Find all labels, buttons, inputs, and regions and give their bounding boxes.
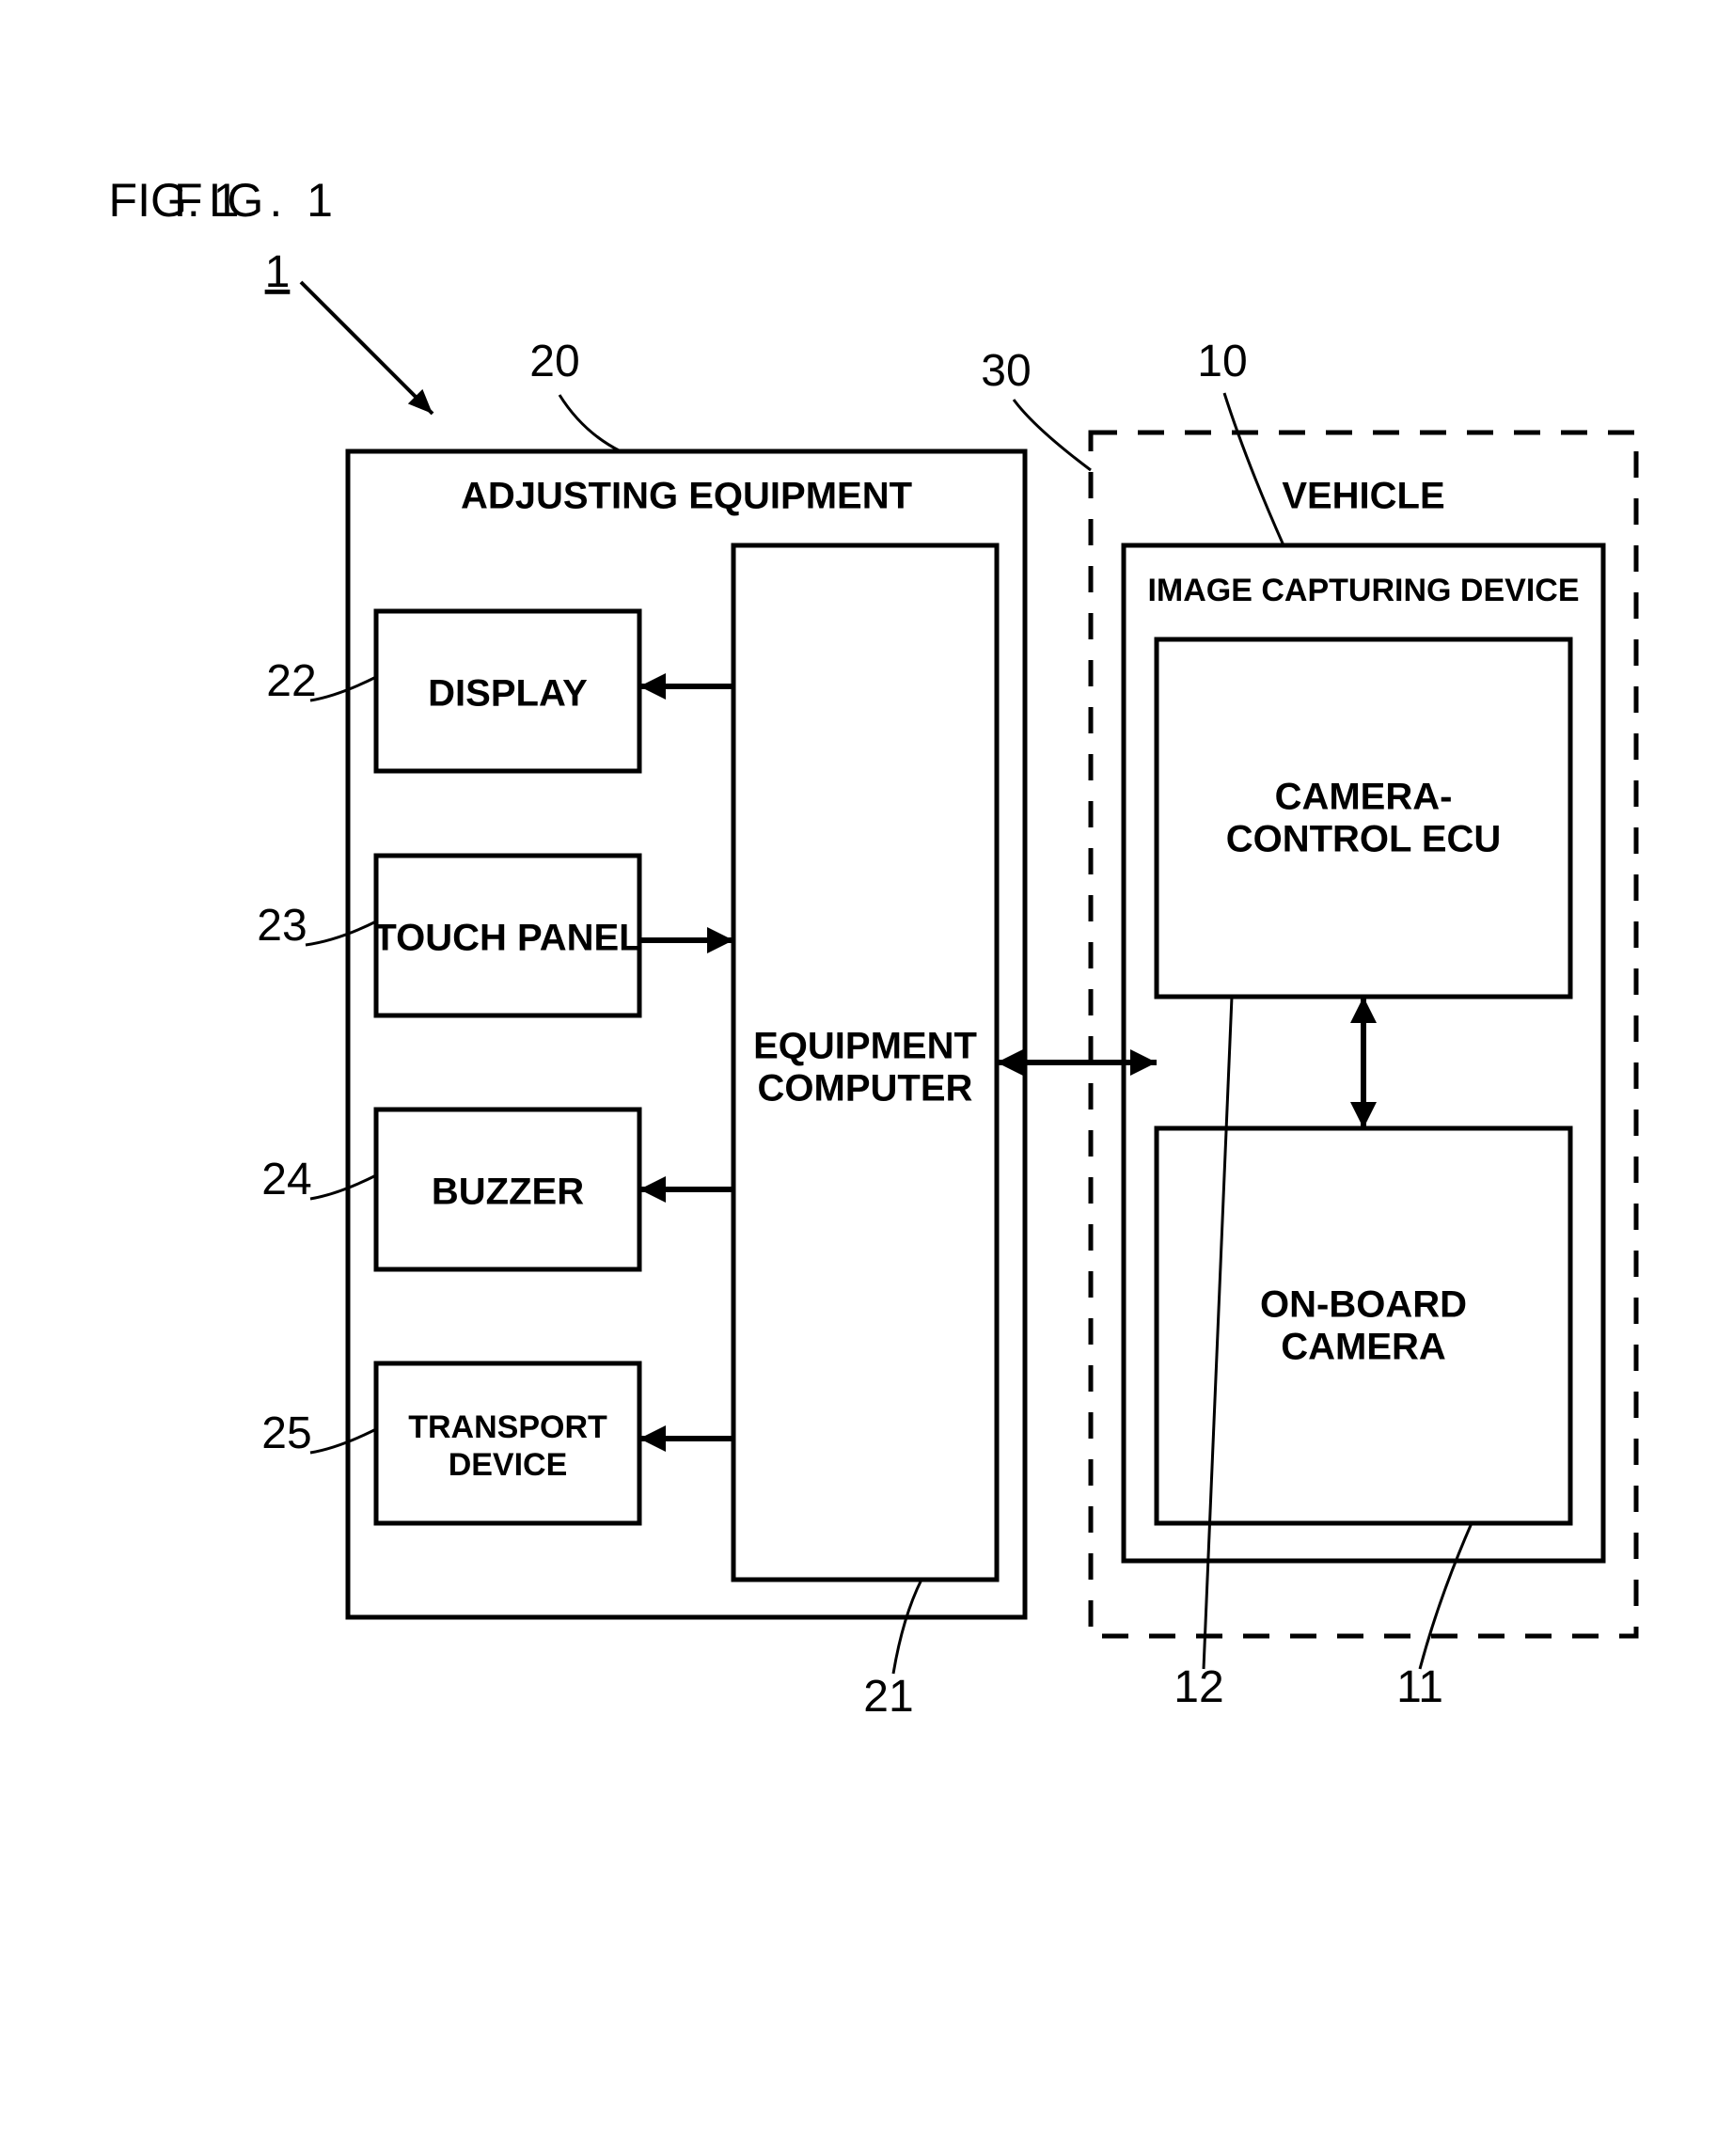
transport-device-label: TRANSPORT bbox=[408, 1409, 607, 1445]
svg-text:CONTROL ECU: CONTROL ECU bbox=[1226, 819, 1502, 860]
camera-control-ecu-label: CAMERA- bbox=[1275, 777, 1453, 818]
buzzer-label: BUZZER bbox=[432, 1172, 584, 1213]
touch-panel-label: TOUCH PANEL bbox=[373, 918, 641, 959]
callout-12: 12 bbox=[1174, 1662, 1223, 1712]
display-label: DISPLAY bbox=[428, 673, 588, 715]
callout-20: 20 bbox=[529, 337, 579, 386]
adjusting-equipment-title: ADJUSTING EQUIPMENT bbox=[461, 476, 912, 517]
icd-title: IMAGE CAPTURING DEVICE bbox=[1147, 573, 1579, 608]
equipment-computer-label: EQUIPMENT bbox=[753, 1026, 977, 1067]
callout-10: 10 bbox=[1197, 337, 1247, 386]
callout-11: 11 bbox=[1396, 1662, 1443, 1712]
svg-text:DEVICE: DEVICE bbox=[449, 1447, 568, 1483]
callout-24: 24 bbox=[261, 1155, 311, 1204]
callout-23: 23 bbox=[257, 901, 307, 951]
vehicle-title: VEHICLE bbox=[1282, 476, 1444, 517]
callout-25: 25 bbox=[261, 1408, 311, 1458]
callout-30: 30 bbox=[981, 346, 1031, 396]
system-callout: 1 bbox=[265, 247, 291, 297]
on-board-camera-label: ON-BOARD bbox=[1260, 1284, 1467, 1326]
svg-text:COMPUTER: COMPUTER bbox=[758, 1068, 973, 1109]
svg-text:CAMERA: CAMERA bbox=[1281, 1327, 1446, 1368]
callout-21: 21 bbox=[863, 1672, 913, 1722]
callout-22: 22 bbox=[266, 656, 316, 706]
figure-title: FIG. 1 bbox=[174, 174, 339, 227]
